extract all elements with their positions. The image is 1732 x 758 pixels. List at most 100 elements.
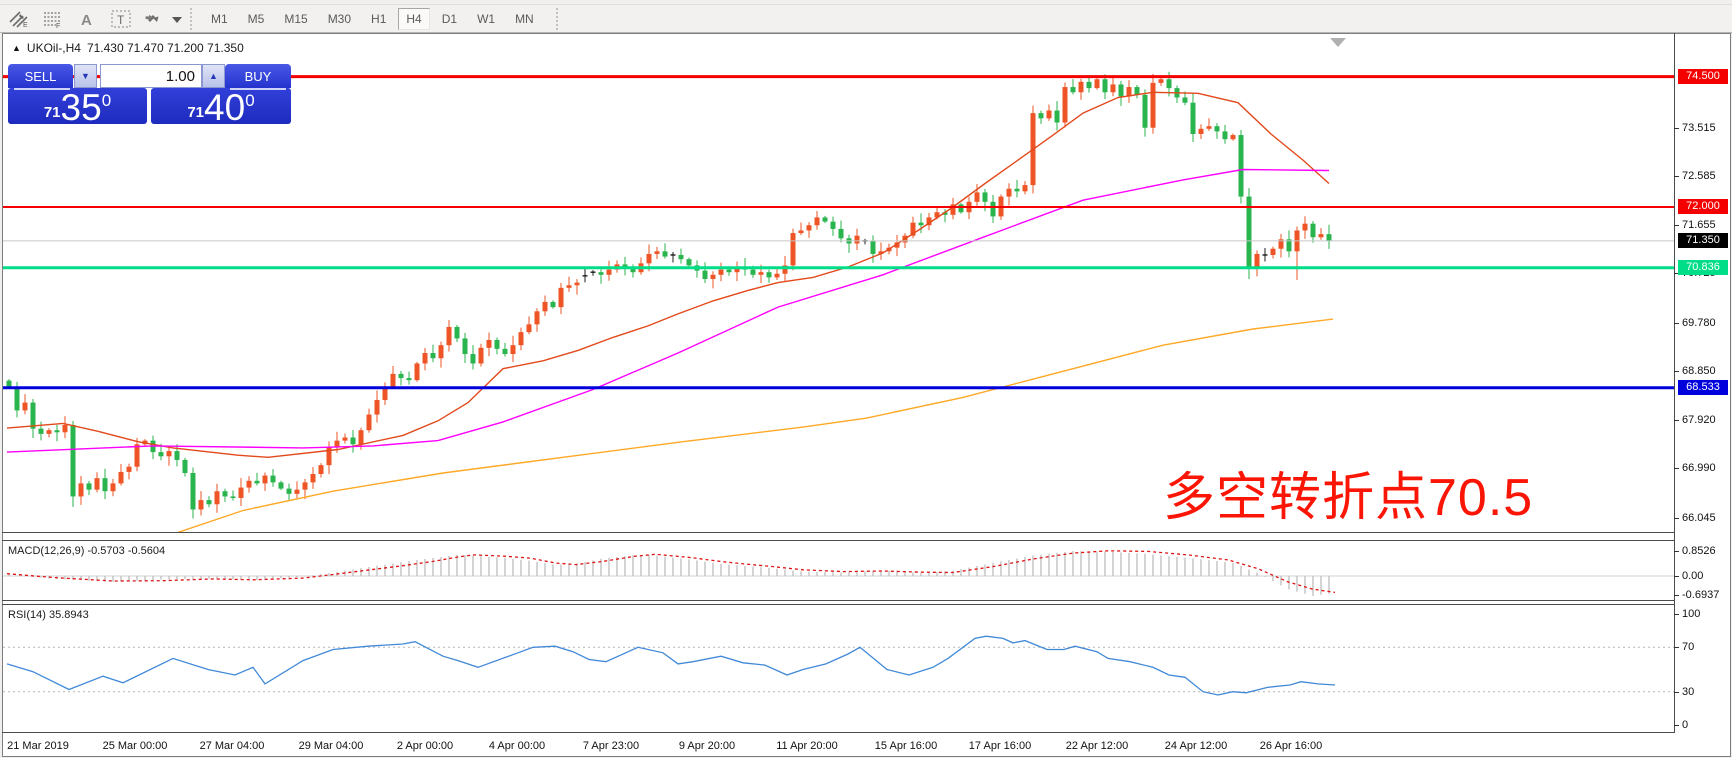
sell-price-prefix: 71 [43, 104, 61, 121]
price-badge-71.350: 71.350 [1678, 232, 1728, 248]
chart-header: ▲ UKOil-,H4 71.430 71.470 71.200 71.350 [12, 41, 244, 55]
x-axis-label: 22 Apr 12:00 [1065, 740, 1129, 752]
price-tick-dash [1674, 517, 1679, 519]
ma-fast-red [6, 91, 1330, 459]
ohlc-values: 71.430 71.470 71.200 71.350 [86, 41, 244, 55]
x-axis-label: 15 Apr 16:00 [874, 740, 938, 752]
plot-right-border [1674, 33, 1675, 733]
rsi-tick-dash [1674, 725, 1679, 726]
sell-underline [14, 88, 70, 90]
price-tick-dash [1674, 371, 1679, 373]
buy-price-sup: 0 [245, 91, 255, 110]
price-badge-72.000: 72.000 [1678, 199, 1728, 214]
rsi-label: RSI(14) 35.8943 [8, 609, 89, 621]
svg-text:T: T [117, 13, 125, 27]
chart-end-marker-icon [1330, 38, 1346, 47]
equidistant-channel-icon[interactable]: E [4, 7, 34, 31]
x-axis-label: 27 Mar 04:00 [199, 740, 265, 752]
timeframe-button-w1[interactable]: W1 [477, 11, 496, 26]
x-axis-label: 4 Apr 00:00 [488, 740, 546, 752]
buy-button-label: BUY [244, 68, 272, 84]
rsi-tick-dash [1674, 691, 1679, 693]
volume-increase-button[interactable]: ▲ [202, 64, 225, 88]
fibonacci-lines-icon[interactable]: F [38, 7, 68, 31]
rsi-tick-label: 70 [1682, 641, 1695, 654]
price-tick-dash [1674, 322, 1679, 324]
price-tick-label: 68.850 [1682, 365, 1716, 378]
x-axis-label: 17 Apr 16:00 [968, 740, 1032, 752]
timeframe-button-h4[interactable]: H4 [398, 7, 430, 30]
x-axis-label: 25 Mar 00:00 [102, 740, 168, 752]
symbol-marker-icon[interactable]: ▲ [12, 43, 21, 53]
ma-slow-orange [177, 318, 1334, 532]
rsi-tick-label: 0 [1682, 719, 1689, 731]
main-toolbar: E F A T M1 M5 M15 M30 H1 H4 D1 W1 MN [0, 5, 1732, 33]
price-badge-68.533: 68.533 [1678, 379, 1728, 395]
x-axis-label: 24 Apr 12:00 [1164, 740, 1228, 752]
toolbar-separator [190, 7, 197, 30]
macd-tick-dash [1674, 595, 1679, 596]
arrows-tool-icon[interactable] [140, 7, 184, 31]
svg-text:E: E [23, 22, 28, 28]
buy-price-display[interactable]: 71 40 0 [151, 86, 291, 128]
x-axis-label: 21 Mar 2019 [7, 740, 69, 752]
text-box-icon[interactable]: T [106, 7, 136, 31]
price-badge-74.500: 74.500 [1678, 68, 1728, 84]
x-axis-label: 29 Mar 04:00 [298, 740, 364, 752]
price-tick-dash [1674, 273, 1679, 275]
timeframe-button-d1[interactable]: D1 [441, 11, 458, 26]
timeframe-button-m5[interactable]: M5 [247, 11, 265, 26]
pane-border-macd-bottom [2, 600, 1674, 601]
pane-border-main-bottom [2, 532, 1674, 533]
timeframe-button-m1[interactable]: M1 [211, 11, 228, 26]
timeframe-button-h1[interactable]: H1 [371, 11, 387, 26]
sell-price-sup: 0 [101, 91, 112, 110]
text-label-icon[interactable]: A [72, 7, 102, 31]
macd-tick-label: -0.6937 [1682, 589, 1720, 601]
macd-tick-dash [1674, 576, 1679, 577]
chart-annotation-text: 多空转折点70.5 [1163, 469, 1534, 527]
price-badge-70.836: 70.836 [1678, 259, 1728, 275]
macd-label: MACD(12,26,9) -0.5703 -0.5604 [8, 545, 166, 557]
x-axis-label: 9 Apr 20:00 [678, 740, 736, 752]
x-axis-label: 26 Apr 16:00 [1259, 740, 1323, 752]
buy-button[interactable]: BUY [225, 64, 291, 88]
rsi-tick-label: 30 [1682, 685, 1695, 698]
price-tick-dash [1674, 176, 1679, 178]
macd-tick-dash [1674, 551, 1679, 552]
rsi-tick-dash [1674, 614, 1679, 615]
macd-tick-label: 0.8526 [1682, 545, 1716, 557]
price-tick-dash [1674, 468, 1679, 470]
price-tick-dash [1674, 419, 1679, 421]
price-tick-label: 66.990 [1682, 462, 1716, 475]
sell-button[interactable]: SELL [8, 64, 73, 88]
price-tick-label: 67.920 [1682, 413, 1716, 426]
price-tick-label: 71.655 [1682, 218, 1716, 231]
sell-button-label: SELL [24, 68, 57, 84]
buy-price-big: 40 [204, 86, 246, 128]
x-axis-label: 7 Apr 23:00 [582, 740, 640, 752]
timeframe-button-m15[interactable]: M15 [284, 11, 308, 26]
rsi-tick-label: 100 [1682, 608, 1701, 620]
buy-price-prefix: 71 [187, 104, 205, 121]
price-tick-label: 72.585 [1682, 170, 1716, 183]
symbol-period-label: UKOil-,H4 [26, 41, 81, 55]
price-tick-label: 66.045 [1682, 511, 1716, 524]
svg-text:A: A [81, 12, 92, 28]
pane-border-rsi-top [2, 604, 1674, 605]
price-tick-label: 73.515 [1682, 122, 1716, 134]
toolbar-separator-2 [555, 7, 563, 30]
rsi-pane-canvas[interactable] [3, 606, 1674, 732]
x-axis-label: 11 Apr 20:00 [776, 740, 838, 752]
macd-pane-canvas[interactable] [3, 542, 1674, 600]
volume-decrease-button[interactable]: ▼ [74, 64, 97, 88]
timeframe-button-mn[interactable]: MN [515, 11, 534, 26]
sell-price-display[interactable]: 71 35 0 [8, 88, 147, 126]
buy-underline [230, 88, 286, 90]
price-tick-dash [1674, 224, 1679, 226]
rsi-tick-dash [1674, 647, 1679, 649]
volume-input[interactable] [100, 64, 202, 88]
timeframe-button-m30[interactable]: M30 [327, 11, 352, 26]
